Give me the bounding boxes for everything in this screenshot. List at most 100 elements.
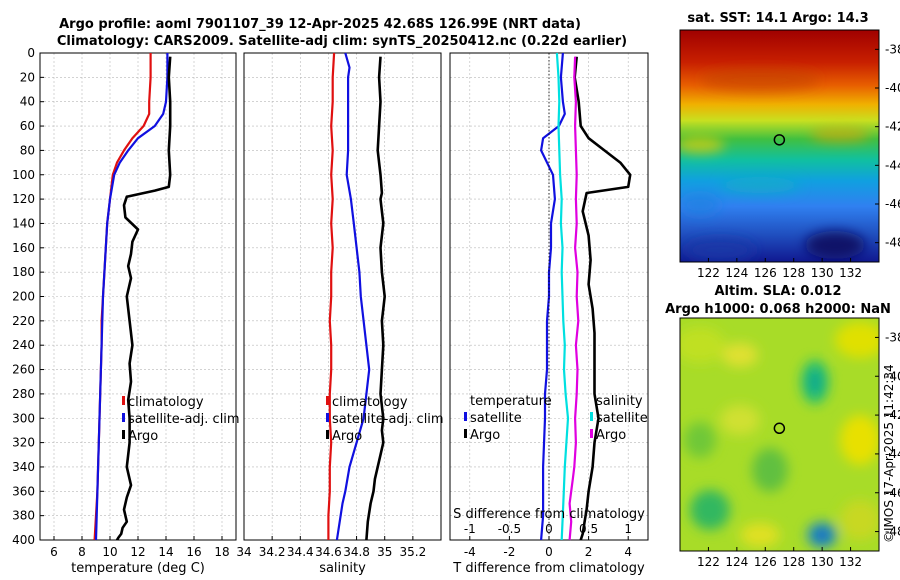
legend-swatch (590, 412, 593, 421)
map-y-tick-label: -40 (885, 369, 900, 383)
x-tick-label: 14 (158, 545, 173, 559)
series-line-t-argo (573, 56, 632, 541)
map-x-tick-label: 132 (839, 555, 862, 569)
y-tick-label: 0 (27, 46, 35, 60)
x-tick-label: 34.8 (343, 545, 370, 559)
series-line-satellite-adj-clim (94, 53, 169, 541)
legend-swatch (122, 396, 125, 405)
x-axis-label: salinity (319, 561, 366, 576)
series-line-climatology (327, 52, 336, 540)
map-y-tick-label: -48 (885, 236, 900, 250)
x-tick-label: 8 (78, 545, 86, 559)
y-tick-label: 400 (12, 533, 35, 547)
y-tick-label: 260 (12, 363, 35, 377)
x-tick-label: -4 (464, 545, 476, 559)
watermark: ©IMOS 17-Apr-2025 11:42:34 (882, 364, 896, 543)
y-tick-label: 320 (12, 436, 35, 450)
legend-swatch (326, 430, 329, 439)
map-y-tick-label: -42 (885, 120, 900, 134)
map-y-tick-label: -48 (885, 525, 900, 539)
x-tick-label: 2 (585, 545, 593, 559)
salinity-panel: 34 34.2 34.4 34.6 34.8 35 35.2 salinity climatol… (236, 52, 444, 576)
map-x-tick-label: 122 (697, 266, 720, 280)
y-tick-label: 380 (12, 509, 35, 523)
y-tick-label: 100 (12, 168, 35, 182)
difference-panel: -4 -2 0 2 4 T difference from climatology S di… (449, 52, 649, 576)
map-y-tick-label: -40 (885, 81, 900, 95)
legend-label: satellite (596, 411, 648, 426)
map-x-tick-label: 130 (811, 266, 834, 280)
top-axis-tick-label: 1 (624, 522, 632, 536)
legend-label: Argo (596, 428, 626, 443)
map-y-tick-label: -44 (885, 447, 900, 461)
legend-swatch (464, 412, 467, 421)
x-tick-label: -2 (503, 545, 515, 559)
legend-swatch (590, 429, 593, 438)
map-y-tick-label: -38 (885, 330, 900, 344)
legend-swatch (464, 429, 467, 438)
title-line2: Climatology: CARS2009. Satellite-adj cli… (57, 34, 627, 49)
sst-map-title: sat. SST: 14.1 Argo: 14.3 (687, 11, 868, 26)
map-x-tick-label: 122 (697, 555, 720, 569)
map-x-tick-label: 126 (754, 555, 777, 569)
legend-label: climatology (128, 395, 204, 410)
map-y-tick-label: -46 (885, 197, 900, 211)
series-line-argo (365, 56, 387, 541)
y-tick-label: 140 (12, 216, 35, 230)
y-tick-label: 160 (12, 241, 35, 255)
x-tick-label: 4 (624, 545, 632, 559)
legend-header-temperature: temperature (470, 394, 552, 409)
x-axis-label: temperature (deg C) (71, 561, 205, 576)
y-tick-label: 80 (20, 143, 35, 157)
top-axis-tick-label: 0.5 (579, 522, 598, 536)
x-tick-label: 12 (130, 545, 145, 559)
map-y-tick-label: -42 (885, 408, 900, 422)
legend-header-salinity: salinity (596, 394, 643, 409)
map-x-tick-label: 128 (782, 555, 805, 569)
sst-map-frame (679, 29, 880, 263)
legend-label: satellite-adj. clim (128, 412, 240, 427)
y-tick-label: 20 (20, 70, 35, 84)
map-x-tick-label: 128 (782, 266, 805, 280)
argo-position-marker-sla (773, 422, 786, 435)
x-tick-label: 0 (545, 545, 553, 559)
x-tick-label: 34.4 (287, 545, 314, 559)
temperature-panel: 6 8 10 12 14 16 18 temperature (deg C) 0 20 40 60 80… (12, 46, 240, 576)
x-tick-label: 18 (214, 545, 229, 559)
x-axis-label: T difference from climatology (452, 561, 645, 576)
sla-map-title2: Argo h1000: 0.068 h2000: NaN (665, 302, 891, 317)
series-line-s-satellite (555, 52, 570, 541)
top-axis-tick-label: 0 (545, 522, 553, 536)
y-tick-label: 120 (12, 192, 35, 206)
sla-map (680, 318, 879, 551)
y-tick-label: 280 (12, 387, 35, 401)
sla-map-frame (679, 317, 880, 552)
legend-label: Argo (332, 429, 362, 444)
y-tick-label: 220 (12, 314, 35, 328)
x-tick-label: 34.6 (315, 545, 342, 559)
sla-map-axes: 122 124 126 128 130 132 -38 -40 -42 -44 -46 -48 (697, 330, 900, 569)
legend-swatch (326, 396, 329, 405)
legend-label: Argo (470, 428, 500, 443)
map-y-tick-label: -44 (885, 158, 900, 172)
y-tick-label: 180 (12, 265, 35, 279)
series-line-satellite-adj-clim (335, 52, 371, 541)
legend-swatch (122, 413, 125, 422)
map-y-tick-label: -46 (885, 486, 900, 500)
legend-swatch (326, 413, 329, 422)
y-tick-label: 240 (12, 338, 35, 352)
series-line-argo (115, 56, 172, 541)
map-y-tick-label: -38 (885, 42, 900, 56)
y-tick-label: 60 (20, 119, 35, 133)
x-tick-label: 16 (186, 545, 201, 559)
map-x-tick-label: 132 (839, 266, 862, 280)
sst-map-axes: 122 124 126 128 130 132 -38 -40 -42 -44 -46 -48 (697, 42, 900, 280)
legend-label: Argo (128, 429, 158, 444)
top-axis-tick-label: -0.5 (498, 522, 521, 536)
y-tick-label: 360 (12, 484, 35, 498)
map-x-tick-label: 124 (725, 555, 748, 569)
map-x-tick-label: 126 (754, 266, 777, 280)
sla-map-title1: Altim. SLA: 0.012 (715, 284, 842, 299)
argo-position-marker-sst (773, 134, 786, 146)
